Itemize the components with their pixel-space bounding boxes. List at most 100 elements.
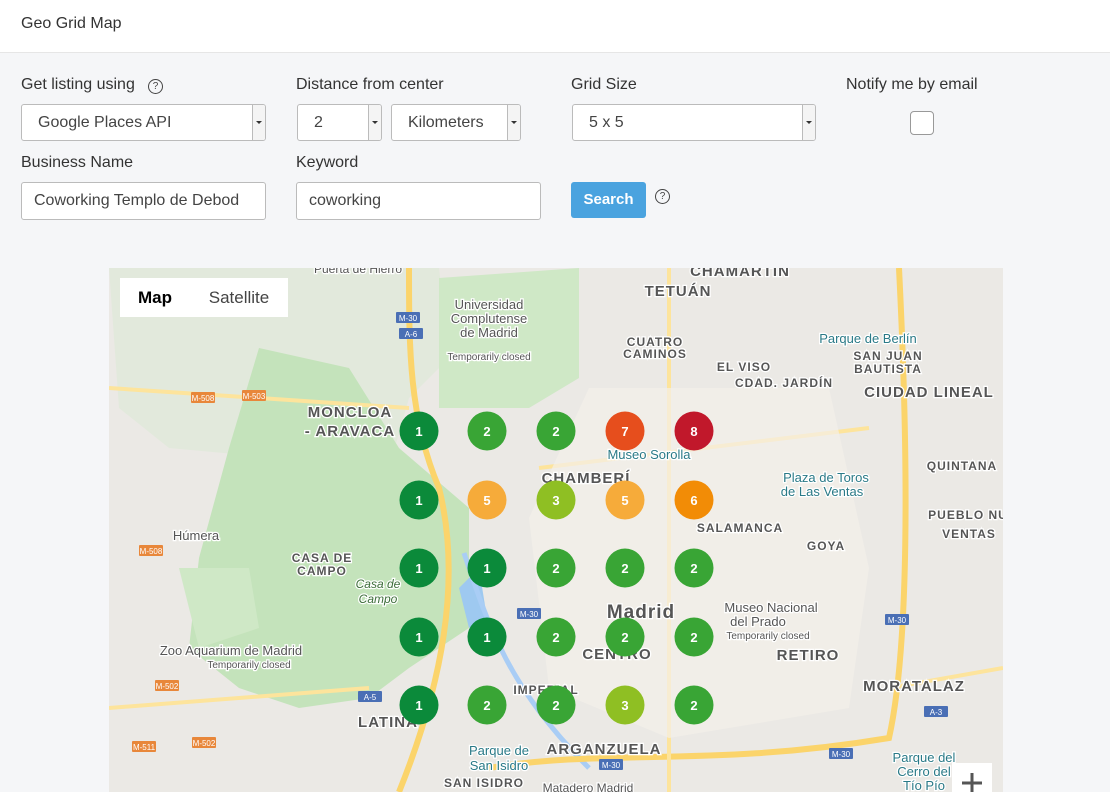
map-label: Puerta de Hierro — [314, 268, 402, 276]
map-label: San Isidro — [470, 758, 529, 773]
rank-label: 1 — [415, 424, 422, 439]
label: Business Name — [21, 154, 133, 172]
road-shield-label: M-508 — [192, 394, 215, 403]
rank-label: 2 — [552, 424, 559, 439]
checkbox[interactable] — [910, 111, 934, 135]
road-shield-label: A-5 — [364, 693, 377, 702]
rank-label: 7 — [621, 424, 628, 439]
map-label: Casa de — [356, 577, 401, 591]
map-label: VENTAS — [942, 527, 996, 541]
label: Grid Size — [571, 76, 637, 94]
road-shield-label: A-6 — [405, 330, 418, 339]
map-label: Húmera — [173, 528, 220, 543]
map-label: Complutense — [451, 311, 528, 326]
rank-label: 2 — [483, 424, 490, 439]
map-label: Parque del — [893, 750, 956, 765]
rank-label: 1 — [415, 561, 422, 576]
select-value: 5 x 5 — [589, 114, 624, 131]
map-label: Cerro del — [897, 764, 951, 779]
map-label: Plaza de Toros — [783, 470, 869, 485]
rank-label: 2 — [483, 698, 490, 713]
select[interactable]: 5 x 5 — [572, 104, 816, 141]
road-shield-label: M-511 — [133, 743, 156, 752]
road-shield-label: M-30 — [520, 610, 539, 619]
rank-label: 1 — [415, 698, 422, 713]
map-label: Zoo Aquarium de Madrid — [160, 643, 302, 658]
map-label: CAMPO — [297, 564, 347, 578]
map-label: Campo — [359, 592, 398, 606]
map-label: ARGANZUELA — [547, 741, 662, 758]
map-label: Temporarily closed — [207, 660, 290, 671]
map-label: MORATALAZ — [863, 678, 965, 695]
rank-label: 1 — [483, 561, 490, 576]
map-label: del Prado — [730, 614, 786, 629]
rank-label: 2 — [690, 698, 697, 713]
rank-label: 1 — [483, 630, 490, 645]
map-label: TETUÁN — [645, 283, 712, 300]
map-label: - ARAVACA — [305, 423, 395, 440]
road-shield-label: M-502 — [156, 682, 179, 691]
rank-label: 8 — [690, 424, 697, 439]
road-shield-label: M-503 — [243, 392, 266, 401]
map-label: SALAMANCA — [697, 521, 783, 535]
label: Distance from center — [296, 76, 444, 94]
select[interactable]: 2 — [297, 104, 382, 141]
map-label: Museo Nacional — [724, 600, 817, 615]
map-label: Universidad — [455, 297, 524, 312]
map-label: PUEBLO NU — [928, 508, 1003, 522]
select[interactable]: Google Places API — [21, 104, 266, 141]
map-label: Temporarily closed — [726, 631, 809, 642]
road-shield-label: M-30 — [888, 616, 907, 625]
map-label: Parque de Berlín — [819, 331, 917, 346]
rank-label: 2 — [621, 561, 628, 576]
rank-label: 2 — [552, 561, 559, 576]
road-shield-label: A-3 — [930, 708, 943, 717]
map[interactable]: Puerta de Hierro UniversidadComplutense de… — [109, 268, 1003, 792]
map-label: GOYA — [807, 539, 845, 553]
page-title: Geo Grid Map — [21, 15, 121, 33]
help-icon[interactable]: ? — [148, 79, 163, 94]
map-label: SAN ISIDRO — [444, 776, 524, 790]
select-value: 2 — [314, 114, 323, 131]
label: Keyword — [296, 154, 358, 172]
map-label: CAMINOS — [623, 347, 687, 361]
map-label: CASA DE — [292, 551, 353, 565]
map-label: CDAD. JARDÍN — [735, 375, 833, 390]
road-shield-label: M-508 — [140, 547, 163, 556]
map-label: CIUDAD LINEAL — [864, 384, 994, 401]
rank-label: 2 — [690, 630, 697, 645]
text-input[interactable]: Coworking Templo de Debod — [21, 182, 266, 220]
label: Get listing using — [21, 76, 135, 94]
input-value: coworking — [309, 192, 381, 209]
select-value: Google Places API — [38, 114, 171, 131]
help-icon[interactable]: ? — [655, 189, 670, 204]
select-value: Kilometers — [408, 114, 484, 131]
label: Notify me by email — [846, 76, 978, 94]
input-value: Coworking Templo de Debod — [34, 192, 239, 209]
map-label: de Las Ventas — [781, 484, 864, 499]
rank-label: 1 — [415, 630, 422, 645]
text-input[interactable]: coworking — [296, 182, 541, 220]
map-label: EL VISO — [717, 360, 771, 374]
rank-label: 2 — [690, 561, 697, 576]
map-label: CHAMARTÍN — [690, 268, 790, 280]
road-shield-label: M-30 — [602, 761, 621, 770]
rank-label: 1 — [415, 493, 422, 508]
map-label: Matadero Madrid — [543, 781, 634, 792]
select[interactable]: Kilometers — [391, 104, 521, 141]
search-button[interactable]: Search — [571, 182, 646, 218]
map-tab[interactable]: Satellite — [209, 288, 269, 307]
rank-label: 2 — [552, 630, 559, 645]
rank-label: 5 — [483, 493, 490, 508]
map-label: SAN JUAN — [853, 349, 922, 363]
map-label: Temporarily closed — [447, 352, 530, 363]
road-shield-label: M-502 — [193, 739, 216, 748]
map-label: QUINTANA — [927, 459, 997, 473]
header: Geo Grid Map — [0, 0, 1110, 53]
road-shield-label: M-30 — [832, 750, 851, 759]
map-label: BAUTISTA — [854, 362, 922, 376]
map-tab[interactable]: Map — [138, 288, 172, 307]
rank-label: 3 — [552, 493, 559, 508]
map-label: Parque de — [469, 743, 529, 758]
